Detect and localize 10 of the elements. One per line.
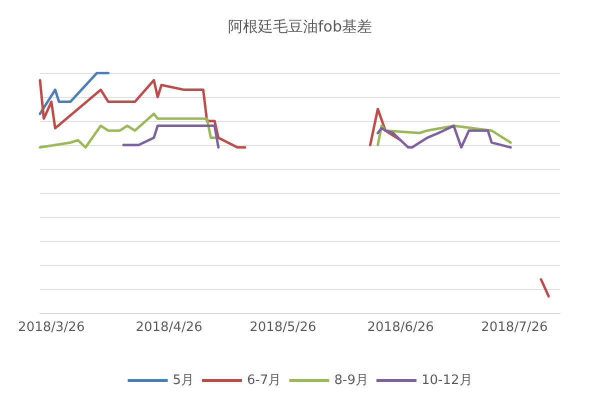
x-tick-label: 2018/7/26 <box>481 320 548 335</box>
x-tick-label: 2018/3/26 <box>18 320 85 335</box>
chart-title: 阿根廷毛豆油fob基差 <box>228 18 372 36</box>
legend-label: 8-9月 <box>334 373 368 388</box>
legend-label: 6-7月 <box>247 373 282 388</box>
x-tick-label: 2018/5/26 <box>250 320 316 335</box>
legend-label: 10-12月 <box>421 373 472 388</box>
x-tick-label: 2018/4/26 <box>136 320 202 335</box>
x-tick-label: 2018/6/26 <box>367 320 434 335</box>
legend-label: 5月 <box>172 373 194 388</box>
